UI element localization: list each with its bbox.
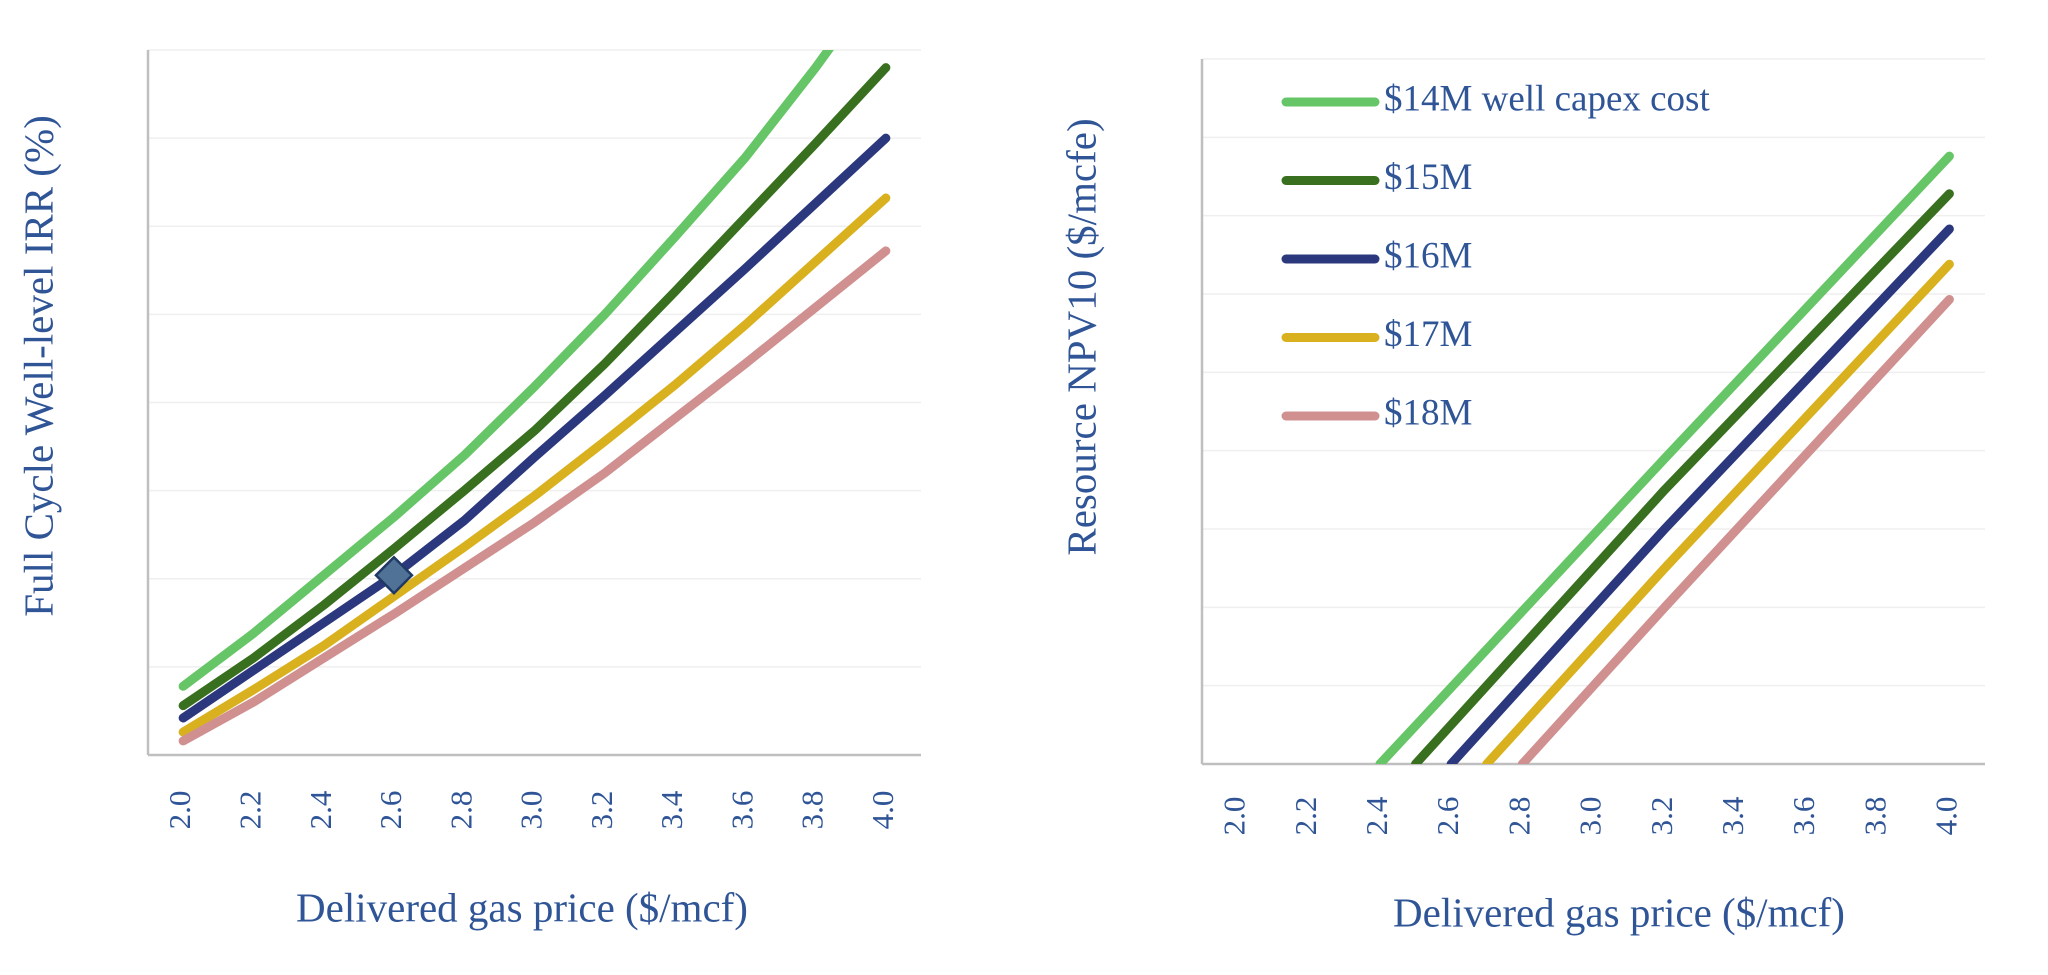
x-tick-label: 3.2 xyxy=(1644,797,1679,836)
plot-area xyxy=(1375,151,1954,764)
x-tick-label: 3.6 xyxy=(724,791,759,830)
x-tick-label: 2.4 xyxy=(303,790,338,829)
highlight-marker xyxy=(374,555,414,595)
x-tick-label: 2.0 xyxy=(1217,797,1252,836)
series-line xyxy=(178,63,891,711)
x-tick-label: 4.0 xyxy=(865,791,900,830)
x-tick-label: 2.8 xyxy=(1501,797,1536,836)
x-tick-label: 4.0 xyxy=(1929,797,1964,836)
plot-area xyxy=(178,50,891,746)
series-line xyxy=(178,193,891,737)
x-tick-label: 3.2 xyxy=(584,791,619,830)
series-line xyxy=(1446,224,1954,764)
x-axis-title: Delivered gas price ($/mcf) xyxy=(296,884,748,930)
legend-label: $14M well capex cost xyxy=(1384,78,1710,119)
x-axis-title: Delivered gas price ($/mcf) xyxy=(1393,889,1845,935)
legend-label: $18M xyxy=(1384,392,1472,433)
series-line xyxy=(1482,259,1954,764)
x-tick-label: 2.4 xyxy=(1359,796,1394,835)
series-line xyxy=(1375,151,1954,764)
x-tick-label: 3.4 xyxy=(1715,796,1750,835)
x-tick-label: 2.6 xyxy=(1430,797,1465,836)
x-tick-label: 3.6 xyxy=(1786,797,1821,836)
x-tick-label: 2.8 xyxy=(443,791,478,830)
x-tick-label: 3.8 xyxy=(1857,797,1892,836)
x-tick-label: 2.2 xyxy=(233,791,268,830)
x-tick-label: 2.6 xyxy=(373,791,408,830)
series-line xyxy=(1411,189,1954,764)
series-line xyxy=(178,246,891,746)
y-axis-title: Full Cycle Well-level IRR (%) xyxy=(15,115,61,617)
series-line xyxy=(178,50,834,691)
legend-label: $16M xyxy=(1384,235,1472,276)
x-tick-label: 3.0 xyxy=(514,791,549,830)
y-axis-title: Resource NPV10 ($/mcfe) xyxy=(1058,118,1104,555)
x-tick-label: 3.0 xyxy=(1573,797,1608,836)
series-line xyxy=(178,133,891,723)
x-tick-label: 3.8 xyxy=(795,791,830,830)
x-tick-label: 3.4 xyxy=(654,790,689,829)
legend-label: $17M xyxy=(1384,314,1472,355)
legend-label: $15M xyxy=(1384,157,1472,198)
x-tick-label: 2.0 xyxy=(162,791,197,830)
x-tick-label: 2.2 xyxy=(1288,797,1323,836)
series-line xyxy=(1517,294,1954,764)
